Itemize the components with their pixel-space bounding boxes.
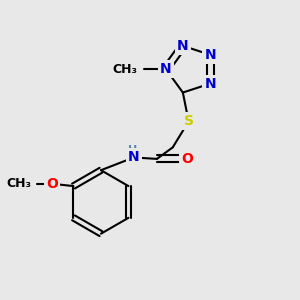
Text: CH₃: CH₃ — [112, 63, 137, 76]
Text: O: O — [181, 152, 193, 166]
Text: N: N — [128, 151, 140, 164]
Text: S: S — [184, 114, 194, 128]
Text: CH₃: CH₃ — [7, 177, 32, 190]
Text: N: N — [160, 62, 172, 76]
Text: H: H — [128, 145, 137, 155]
Text: N: N — [205, 76, 216, 91]
Text: N: N — [177, 39, 189, 53]
Text: N: N — [205, 48, 216, 62]
Text: O: O — [46, 177, 58, 191]
